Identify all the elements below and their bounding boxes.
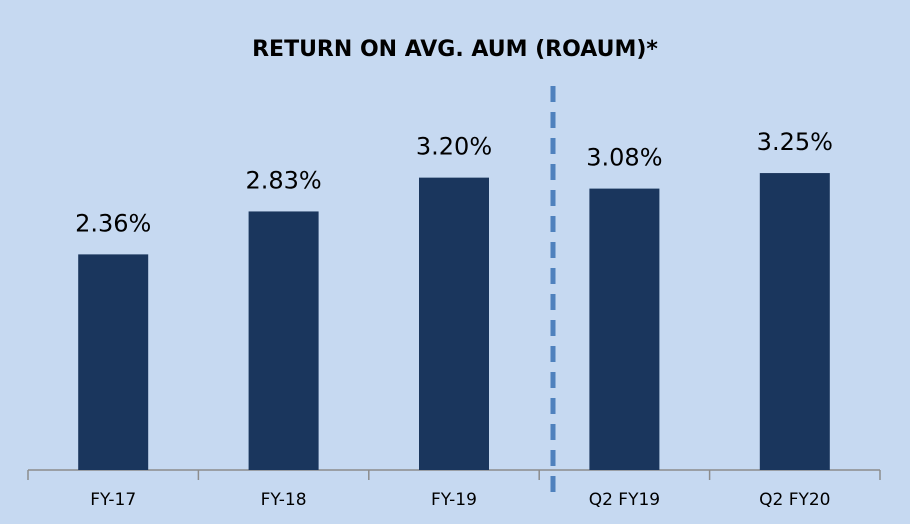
bar bbox=[759, 173, 830, 470]
x-tick-label: FY-19 bbox=[431, 490, 477, 510]
bar bbox=[78, 254, 149, 470]
x-tick-label: FY-18 bbox=[261, 490, 307, 510]
bar bbox=[589, 188, 660, 470]
x-tick-label: Q2 FY20 bbox=[759, 490, 830, 510]
bar bbox=[419, 177, 489, 471]
data-label: 3.20% bbox=[416, 133, 492, 161]
chart-title: RETURN ON AVG. AUM (ROAUM)* bbox=[252, 37, 658, 62]
data-label: 3.08% bbox=[586, 144, 662, 172]
data-label: 2.83% bbox=[245, 166, 321, 194]
x-tick-label: FY-17 bbox=[90, 490, 136, 510]
data-label: 3.25% bbox=[757, 128, 833, 156]
bar bbox=[248, 211, 319, 470]
data-label: 2.36% bbox=[75, 209, 151, 237]
x-tick-label: Q2 FY19 bbox=[589, 490, 660, 510]
